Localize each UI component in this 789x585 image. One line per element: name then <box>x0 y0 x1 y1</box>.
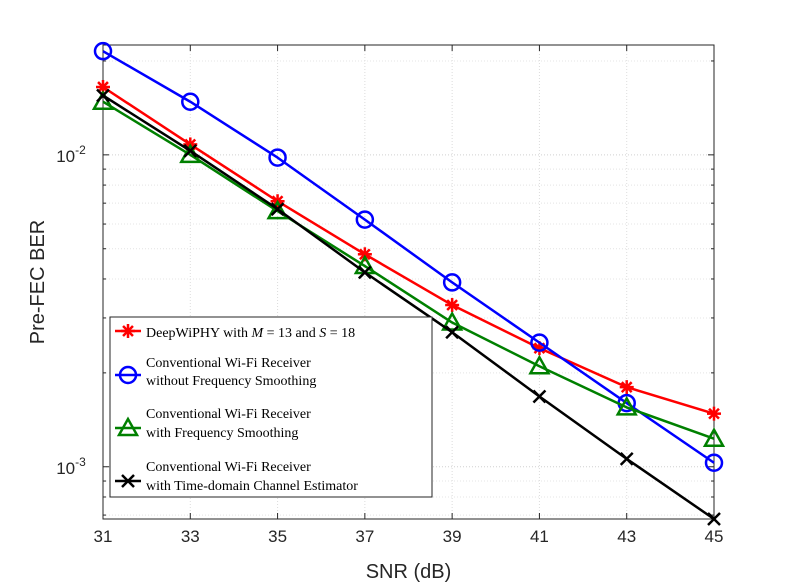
data-point <box>268 148 287 167</box>
marker-stroke <box>707 512 721 526</box>
x-axis-label: SNR (dB) <box>366 561 452 583</box>
legend-entry-smoothing: Conventional Wi-Fi Receiver with Frequen… <box>115 407 311 441</box>
legend-marker-circle <box>115 365 141 385</box>
y-tick-label-exponent: -2 <box>75 143 86 157</box>
series <box>91 41 726 526</box>
legend-label-deepwiphy: DeepWiPHY with M = 13 and S = 18 <box>146 326 355 341</box>
marker-stroke <box>446 299 458 311</box>
marker-stroke <box>183 143 198 158</box>
legend-marker-triangle <box>115 416 141 437</box>
data-point <box>96 88 110 103</box>
y-tick-label: 10-3 <box>56 455 86 478</box>
data-point <box>615 395 638 416</box>
data-point <box>93 41 113 61</box>
legend-label-smoothing-line2: with Frequency Smoothing <box>146 426 298 441</box>
legend-marker-asterisk <box>115 324 141 338</box>
data-point <box>619 380 634 395</box>
series-1 <box>93 41 724 473</box>
marker-stroke <box>620 381 633 393</box>
legend: DeepWiPHY with M = 13 and S = 18 Convent… <box>109 316 433 498</box>
data-point <box>528 354 551 375</box>
marker-stroke <box>270 202 285 216</box>
legend-marker-symbol <box>116 416 140 437</box>
y-tick-label-base: 10 <box>56 147 75 166</box>
marker-stroke <box>359 248 371 261</box>
marker-stroke <box>122 325 134 337</box>
legend-box <box>109 316 433 498</box>
data-point <box>270 202 285 216</box>
data-point <box>181 92 200 111</box>
data-point <box>183 143 198 158</box>
series-line <box>102 50 715 464</box>
data-point <box>707 406 721 421</box>
legend-label-no-smoothing-line2: without Frequency Smoothing <box>146 374 316 389</box>
legend-marker-symbol <box>121 474 135 488</box>
data-point <box>445 325 460 340</box>
plot-frame <box>102 44 715 520</box>
marker-stroke <box>97 81 109 93</box>
x-tick-label: 43 <box>617 527 636 546</box>
data-point <box>355 210 375 229</box>
x-tick-label: 31 <box>94 527 113 546</box>
x-tick-label: 37 <box>355 527 374 546</box>
y-tick-label-base: 10 <box>56 459 75 478</box>
marker-stroke <box>121 474 135 488</box>
marker-stroke <box>445 325 460 340</box>
data-point <box>702 427 726 447</box>
x-tick-label: 35 <box>268 527 287 546</box>
data-point <box>704 453 724 473</box>
legend-entry-deepwiphy: DeepWiPHY with M = 13 and S = 18 <box>115 324 355 341</box>
marker-stroke <box>96 88 110 103</box>
series-line <box>102 94 715 521</box>
x-tick-label: 33 <box>181 527 200 546</box>
data-point <box>357 265 372 280</box>
series-line <box>102 100 715 440</box>
data-point <box>445 298 460 313</box>
marker-stroke <box>357 265 372 280</box>
marker-stroke <box>532 389 547 404</box>
y-axis-label: Pre-FEC BER <box>27 220 49 344</box>
series-3 <box>96 88 721 526</box>
x-tick-label: 41 <box>530 527 549 546</box>
x-tick-label: 45 <box>705 527 724 546</box>
data-point <box>619 451 634 466</box>
legend-marker-symbol <box>118 365 138 385</box>
x-tick-label: 39 <box>443 527 462 546</box>
data-point <box>530 333 549 352</box>
data-point <box>532 389 547 404</box>
y-tick-label-exponent: -3 <box>75 455 86 469</box>
data-point <box>357 247 372 262</box>
legend-marker-x <box>115 474 141 488</box>
legend-entry-no-smoothing: Conventional Wi-Fi Receiver without Freq… <box>115 356 316 389</box>
legend-entry-time-domain: Conventional Wi-Fi Receiver with Time-do… <box>115 460 358 494</box>
marker-stroke <box>619 451 634 466</box>
legend-label-time-domain-line1: Conventional Wi-Fi Receiver <box>146 460 311 475</box>
legend-marker-symbol <box>121 324 135 338</box>
y-tick-label: 10-2 <box>56 143 86 166</box>
data-point <box>442 273 462 292</box>
data-point <box>266 199 289 220</box>
series-line <box>102 85 715 415</box>
data-point <box>441 310 464 331</box>
data-point <box>707 512 721 526</box>
legend-label-smoothing-line1: Conventional Wi-Fi Receiver <box>146 407 311 422</box>
legend-label-no-smoothing-line1: Conventional Wi-Fi Receiver <box>146 356 311 371</box>
legend-label-time-domain-line2: with Time-domain Channel Estimator <box>146 479 358 494</box>
marker-stroke <box>708 407 720 420</box>
